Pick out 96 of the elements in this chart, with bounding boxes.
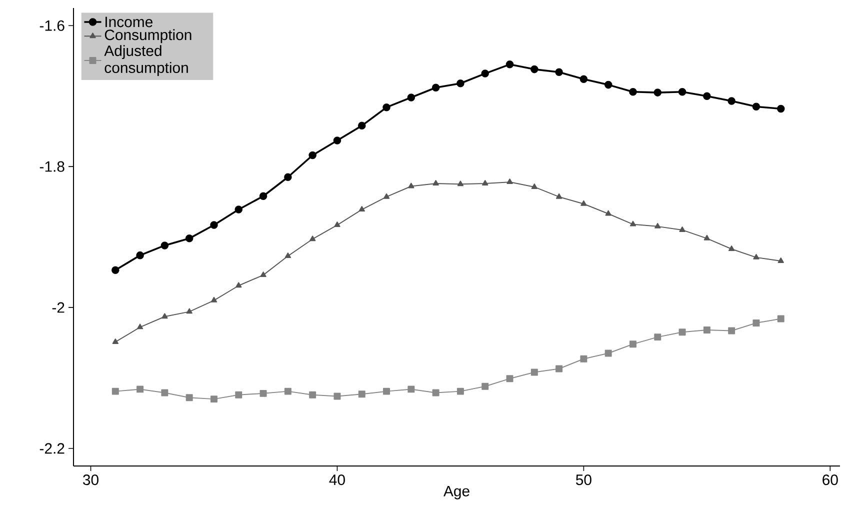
point: [605, 210, 612, 216]
point: [136, 324, 144, 330]
point: [752, 102, 760, 111]
point: [358, 390, 366, 398]
point: [531, 183, 538, 189]
point: [210, 296, 218, 302]
point: [654, 334, 662, 341]
point: [210, 396, 218, 403]
point: [185, 234, 194, 242]
point: [728, 245, 735, 251]
point: [160, 242, 169, 250]
point: [728, 97, 736, 105]
point: [506, 178, 513, 184]
point: [604, 350, 612, 357]
point: [482, 382, 489, 390]
point: [432, 180, 439, 186]
point: [260, 390, 267, 397]
point: [703, 92, 711, 100]
point: [358, 206, 365, 212]
legend-label: Adjusted consumption: [104, 45, 188, 76]
x-tick-label: 60: [822, 474, 838, 486]
point: [309, 391, 316, 398]
point: [112, 338, 118, 344]
point: [210, 221, 218, 229]
point: [308, 151, 316, 160]
point: [284, 388, 292, 395]
point: [309, 236, 316, 242]
x-axis-title: Age: [443, 486, 470, 500]
point: [555, 68, 563, 76]
point: [284, 173, 292, 181]
point: [506, 60, 514, 68]
point: [456, 80, 464, 88]
point: [481, 70, 489, 78]
point: [629, 88, 637, 96]
point: [777, 315, 784, 322]
point: [136, 251, 144, 260]
point: [432, 389, 440, 396]
x-tick-label: 30: [83, 474, 98, 486]
point: [679, 226, 686, 232]
point: [630, 220, 636, 226]
point: [776, 104, 785, 113]
point: [260, 272, 266, 278]
point: [556, 193, 562, 199]
point: [482, 180, 488, 186]
x-tick-label: 50: [576, 474, 592, 486]
point: [530, 368, 538, 376]
point: [629, 340, 636, 348]
point: [432, 84, 440, 92]
point: [162, 313, 168, 319]
point: [407, 94, 416, 102]
point: [161, 389, 168, 396]
point: [678, 88, 686, 96]
point: [408, 182, 414, 188]
point: [136, 386, 144, 393]
point: [580, 200, 587, 206]
legend-label: Income: [106, 16, 152, 28]
point: [752, 319, 760, 326]
point: [556, 365, 563, 372]
point: [259, 192, 268, 200]
point: [112, 266, 120, 274]
y-tick-label: -1.6: [40, 20, 64, 31]
point: [703, 326, 710, 334]
point: [234, 206, 243, 214]
point: [654, 88, 662, 96]
point: [235, 391, 242, 398]
point: [704, 234, 710, 240]
point: [408, 386, 415, 393]
point: [186, 308, 192, 314]
point: [382, 103, 390, 112]
y-tick-label: -1.8: [40, 161, 64, 172]
legend-label: Consumption: [104, 29, 192, 44]
x-tick-label: 40: [329, 474, 345, 486]
point: [358, 122, 366, 130]
point: [654, 222, 661, 228]
point: [236, 282, 242, 288]
point: [457, 180, 464, 186]
point: [334, 222, 340, 228]
y-tick-label: -2.2: [40, 443, 64, 454]
point: [530, 65, 538, 74]
point: [284, 252, 292, 258]
point: [112, 388, 119, 395]
point: [728, 327, 736, 334]
point: [580, 75, 588, 84]
point: [333, 136, 342, 144]
point: [778, 257, 784, 263]
point: [753, 254, 760, 260]
point: [383, 193, 390, 199]
point: [186, 394, 193, 402]
point: [334, 392, 341, 400]
point: [456, 388, 464, 395]
point: [580, 355, 588, 362]
point: [383, 388, 390, 395]
point: [506, 375, 514, 382]
point: [678, 328, 686, 336]
point: [604, 80, 612, 89]
y-tick-label: -2: [52, 302, 64, 313]
